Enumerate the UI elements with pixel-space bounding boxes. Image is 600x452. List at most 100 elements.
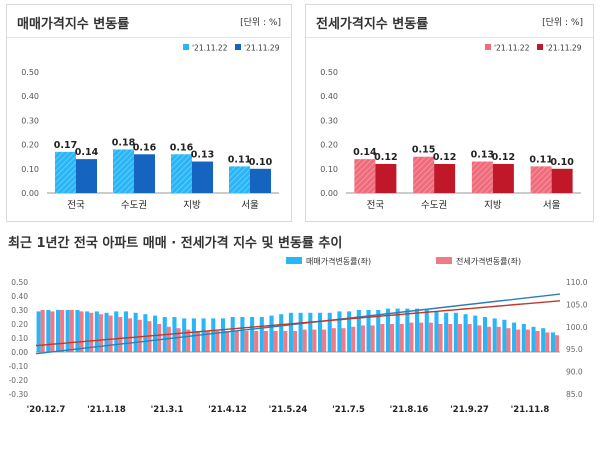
trend-rent-bar <box>176 328 181 352</box>
rent-bar-2-1 <box>492 163 514 193</box>
rent-bar-1-1 <box>434 163 456 193</box>
trend-rent-bar <box>98 314 103 352</box>
trend-sale-bar <box>366 310 371 352</box>
trend-left-ytick-label: 0.30 <box>11 306 28 315</box>
sale-panel-title: 매매가격지수 변동률 <box>17 17 130 32</box>
sale-rate-chart: '21.11.22 '21.11.29 0.00 0.10 0.20 0.30 0.40 0.… <box>21 44 280 212</box>
sale-ytick-label: 0.40 <box>21 92 39 101</box>
trend-sale-bar <box>153 315 158 352</box>
trend-sale-bar <box>230 317 235 352</box>
trend-sale-bar <box>36 311 41 352</box>
trend-sale-bar <box>415 308 420 352</box>
trend-sale-bar <box>356 310 361 352</box>
rent-panel-title: 전세가격지수 변동률 <box>316 17 429 32</box>
trend-sale-bar <box>85 311 90 352</box>
trend-rent-bar <box>166 326 171 352</box>
trend-rent-bar <box>428 322 433 352</box>
rent-category-label-1: 수도권 <box>421 199 447 211</box>
trend-sale-bar <box>444 312 449 352</box>
trend-sale-bar <box>133 312 138 352</box>
trend-rent-bar <box>438 324 443 352</box>
sale-bar-2-1 <box>192 161 213 193</box>
trend-rent-bar <box>50 311 55 352</box>
trend-sale-bar <box>482 317 488 352</box>
trend-rent-bar <box>108 315 113 352</box>
trend-right-ytick-label: 95.0 <box>566 345 583 354</box>
trend-sale-bar <box>298 312 303 352</box>
rent-ytick-label: 0.20 <box>320 141 338 150</box>
rent-data-label-2-1: 0.12 <box>492 152 515 163</box>
trend-sale-bar <box>123 311 128 352</box>
trend-xtick-label: '21.11.8 <box>511 405 550 415</box>
trend-rent-bar <box>195 331 200 352</box>
rent-data-label-3-0: 0.11 <box>529 154 552 165</box>
sale-bar-2-0 <box>171 154 192 193</box>
sale-bar-3-0 <box>229 166 250 193</box>
sale-category-label-2: 지방 <box>183 200 201 211</box>
trend-right-ytick-label: 105.0 <box>566 300 588 309</box>
trend-rent-bar <box>302 329 307 352</box>
trend-rent-bar <box>89 312 94 352</box>
trend-sale-bar <box>240 317 245 352</box>
trend-sale-bar <box>114 311 119 352</box>
trend-rent-bar <box>331 328 336 352</box>
trend-sale-bar <box>453 312 458 352</box>
trend-sale-bar <box>347 311 352 352</box>
rent-data-label-3-1: 0.10 <box>550 157 574 168</box>
sale-legend-label-0: '21.11.22 <box>192 44 228 53</box>
trend-xtick-label: '20.12.7 <box>27 405 66 415</box>
trend-rent-bar <box>399 324 404 352</box>
trend-left-ytick-label: 0.40 <box>11 292 28 301</box>
rent-bar-0-0 <box>354 159 376 193</box>
trend-rent-bar <box>215 331 220 352</box>
trend-left-ytick-label: 0.20 <box>11 320 28 329</box>
sale-data-label-1-1: 0.16 <box>133 142 157 153</box>
trend-rent-bar <box>234 331 239 352</box>
trend-sale-bar <box>337 311 342 352</box>
trend-rent-bar <box>535 331 540 352</box>
trend-rent-bar <box>516 329 521 352</box>
trend-rent-bar <box>292 331 298 352</box>
rent-legend-label-0: '21.11.22 <box>494 44 530 53</box>
sale-data-label-2-0: 0.16 <box>170 142 194 153</box>
rent-data-label-2-0: 0.13 <box>471 150 494 161</box>
rent-rate-panel: 전세가격지수 변동률 [단위 : %] '21.11.22 '21.11.29 0.… <box>305 4 594 222</box>
trend-left-ytick-label: -0.20 <box>9 376 29 385</box>
trend-rent-bar <box>137 319 142 352</box>
sale-bar-0-1 <box>76 159 97 193</box>
trend-sale-bar <box>75 310 80 352</box>
trend-rent-bar <box>283 331 288 352</box>
trend-rent-bar <box>409 322 414 352</box>
rent-legend-swatch-1 <box>537 44 543 50</box>
rent-ytick-label: 0.50 <box>320 68 338 77</box>
trend-rent-bar <box>351 326 356 352</box>
trend-xtick-label: '21.1.18 <box>87 405 126 415</box>
trend-sale-bar <box>46 310 51 352</box>
trend-rent-bar <box>225 331 230 352</box>
trend-left-ytick-label: 0.00 <box>11 348 28 357</box>
trend-sale-bar <box>376 310 381 352</box>
trend-rent-bar <box>467 324 472 352</box>
trend-right-ytick-label: 90.0 <box>566 368 583 377</box>
trend-right-ytick-label: 100.0 <box>566 323 588 332</box>
sale-data-label-0-1: 0.14 <box>75 147 99 158</box>
trend-left-ytick-label: 0.50 <box>11 278 28 287</box>
trend-sale-bar <box>279 314 284 352</box>
trend-sale-bar <box>385 308 390 352</box>
rent-data-label-1-1: 0.12 <box>433 152 456 163</box>
trend-section-title: 최근 1년간 전국 아파트 매매 · 전세가격 지수 및 변동률 추이 <box>8 236 343 251</box>
trend-left-ytick-label: 0.10 <box>11 334 28 343</box>
rent-bar-3-1 <box>551 168 573 193</box>
trend-rent-bar <box>370 325 375 352</box>
trend-rent-bar <box>273 331 278 352</box>
trend-sale-bar <box>502 319 507 352</box>
trend-chart: 매매가격변동률(좌) 전세가격변동률(좌) 0.50 0.40 0.30 0.20 0.10… <box>9 256 588 415</box>
trend-sale-bar <box>424 310 429 352</box>
rent-panel-header: 전세가격지수 변동률 [단위 : %] <box>306 5 593 38</box>
trend-legend-swatch-1 <box>436 257 452 264</box>
trend-sale-bar <box>211 318 216 352</box>
trend-rent-bar <box>360 325 365 352</box>
trend-legend-label-0: 매매가격변동률(좌) <box>306 256 371 266</box>
trend-sale-bar <box>395 308 400 352</box>
trend-legend-swatch-0 <box>286 257 302 264</box>
